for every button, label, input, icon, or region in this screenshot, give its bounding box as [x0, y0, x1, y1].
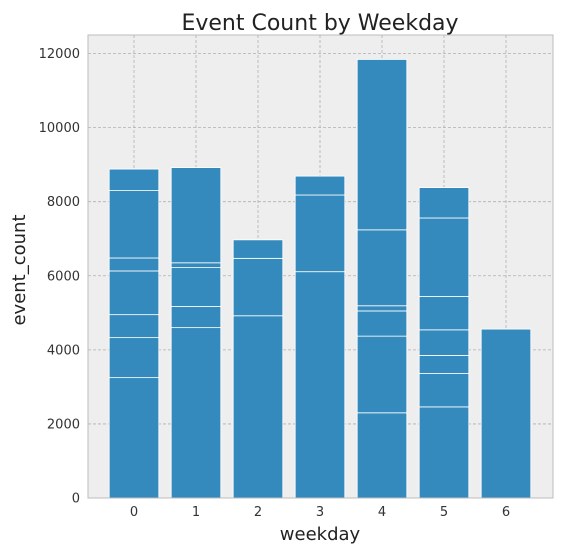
- y-tick-label: 2000: [47, 417, 80, 432]
- bar-segment-weekday-1: [170, 327, 222, 499]
- bars: [108, 59, 532, 499]
- bar-segment-weekday-0: [108, 270, 160, 316]
- bar-segment-weekday-2: [232, 239, 284, 259]
- plot-area-border: [87, 34, 554, 499]
- bar-segment-weekday-0: [108, 257, 160, 272]
- y-tick-label: 10000: [39, 121, 80, 136]
- chart-title: Event Count by Weekday: [181, 11, 458, 36]
- bar-segment-weekday-4: [356, 59, 408, 231]
- y-tick-label: 0: [72, 492, 80, 507]
- bar-segment-weekday-4: [356, 335, 408, 414]
- x-tick-label: 5: [440, 505, 448, 520]
- x-axis-ticks: 0 1 2 3 4 5 6: [130, 505, 510, 520]
- x-tick-label: 3: [316, 505, 324, 520]
- bar-segment-weekday-6: [480, 328, 532, 499]
- bar-segment-weekday-0: [108, 337, 160, 379]
- bar-segment-weekday-0: [108, 190, 160, 259]
- y-axis-label: event_count: [9, 214, 30, 325]
- x-tick-label: 4: [378, 505, 386, 520]
- y-tick-label: 4000: [47, 343, 80, 358]
- bar-segment-weekday-2: [232, 257, 284, 317]
- x-tick-label: 0: [130, 505, 138, 520]
- x-tick-label: 1: [192, 505, 200, 520]
- bar-segment-weekday-2: [232, 315, 284, 499]
- bar-segment-weekday-1: [170, 306, 222, 329]
- x-tick-label: 2: [254, 505, 262, 520]
- bar-segment-weekday-0: [108, 168, 160, 191]
- bar-segment-weekday-5: [418, 406, 470, 499]
- bar-segment-weekday-5: [418, 217, 470, 297]
- bar-segment-weekday-0: [108, 377, 160, 499]
- bar-segment-weekday-1: [170, 267, 222, 307]
- bar-segment-weekday-0: [108, 314, 160, 339]
- y-axis-ticks: 0 2000 4000 6000 8000 10000 12000: [39, 47, 80, 506]
- y-tick-label: 8000: [47, 195, 80, 210]
- bar-segment-weekday-5: [418, 354, 470, 374]
- bar-segment-weekday-1: [170, 262, 222, 269]
- bar-segment-weekday-1: [170, 167, 222, 264]
- x-axis-label: weekday: [280, 524, 361, 545]
- bar-segment-weekday-5: [418, 329, 470, 356]
- bar-segment-weekday-5: [418, 373, 470, 408]
- y-tick-label: 12000: [39, 47, 80, 62]
- bar-segment-weekday-3: [294, 175, 346, 196]
- bar-segment-weekday-3: [294, 194, 346, 273]
- bar-segment-weekday-4: [356, 229, 408, 307]
- bar-segment-weekday-5: [418, 296, 470, 331]
- bar-segment-weekday-4: [356, 412, 408, 499]
- y-tick-label: 6000: [47, 269, 80, 284]
- x-tick-label: 6: [502, 505, 510, 520]
- bar-segment-weekday-5: [418, 187, 470, 219]
- bar-segment-weekday-3: [294, 271, 346, 499]
- bar-segment-weekday-4: [356, 310, 408, 337]
- bar-segment-weekday-4: [356, 305, 408, 312]
